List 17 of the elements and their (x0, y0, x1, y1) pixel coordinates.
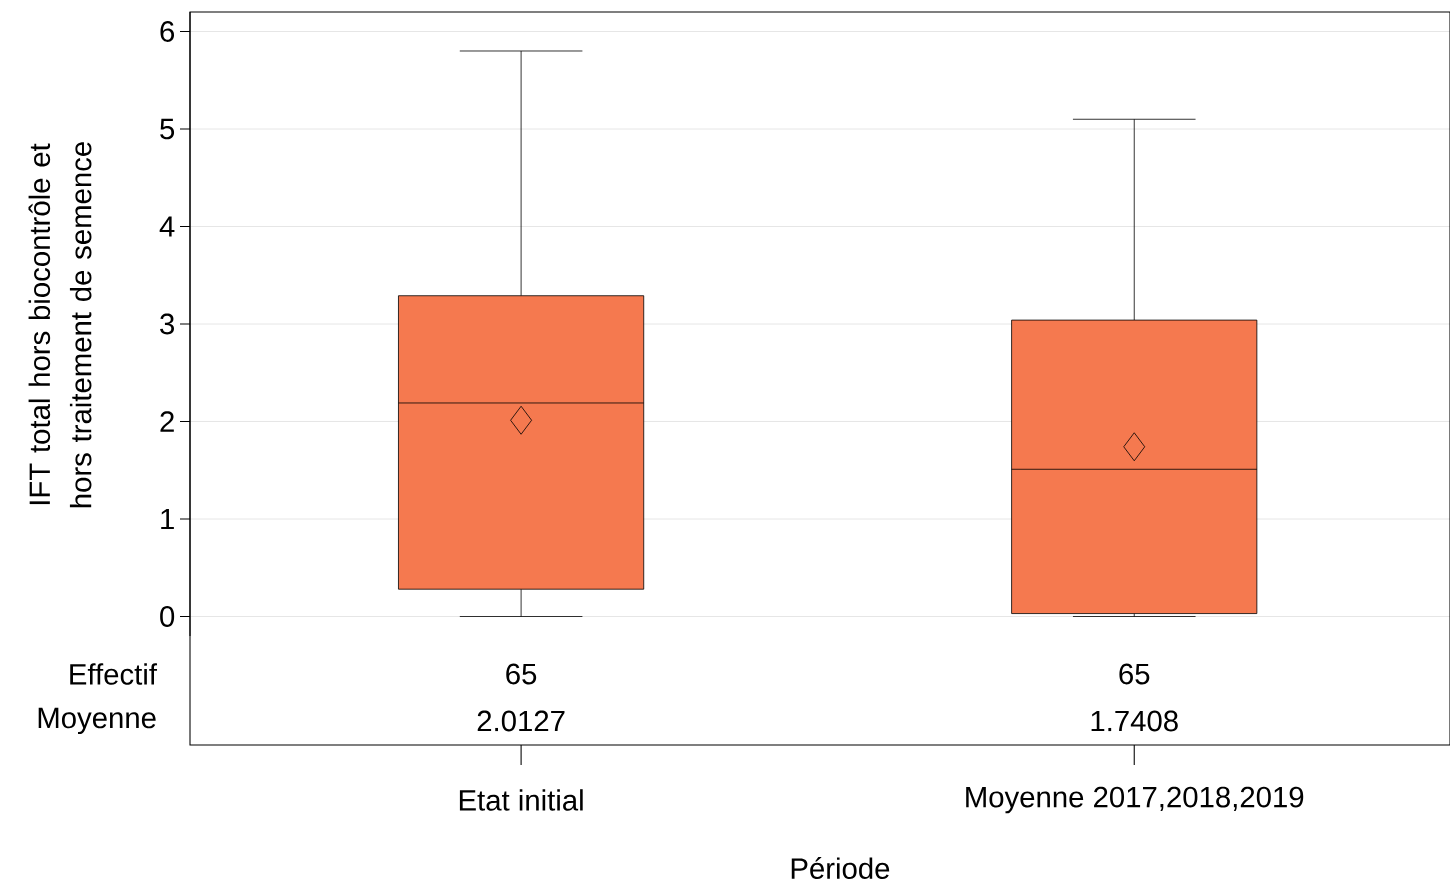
x-axis-title: Période (791, 857, 890, 879)
text: 65 (1119, 663, 1150, 685)
text: Moyenne (38, 707, 156, 735)
text: Effectif (70, 663, 158, 685)
x-tick-label: Etat initial (459, 789, 583, 811)
text: 1.7408 (1091, 710, 1178, 732)
y-tick-label: 5 (160, 118, 175, 140)
y-tick-label: 1 (161, 508, 174, 530)
y-tick-label: 6 (160, 21, 175, 42)
y-tick-label: 4 (159, 216, 175, 237)
y-tick-label: 2 (160, 411, 174, 432)
x-tick-label: Moyenne 2017,2018,2019 (966, 786, 1304, 814)
text: 2.0127 (477, 710, 565, 732)
y-axis-title: IFT total hors biocontrôle et hors traitement de semence (28, 142, 92, 508)
y-tick-label: 3 (160, 313, 175, 335)
text: 65 (506, 663, 537, 685)
y-tick-label: 0 (160, 606, 175, 627)
